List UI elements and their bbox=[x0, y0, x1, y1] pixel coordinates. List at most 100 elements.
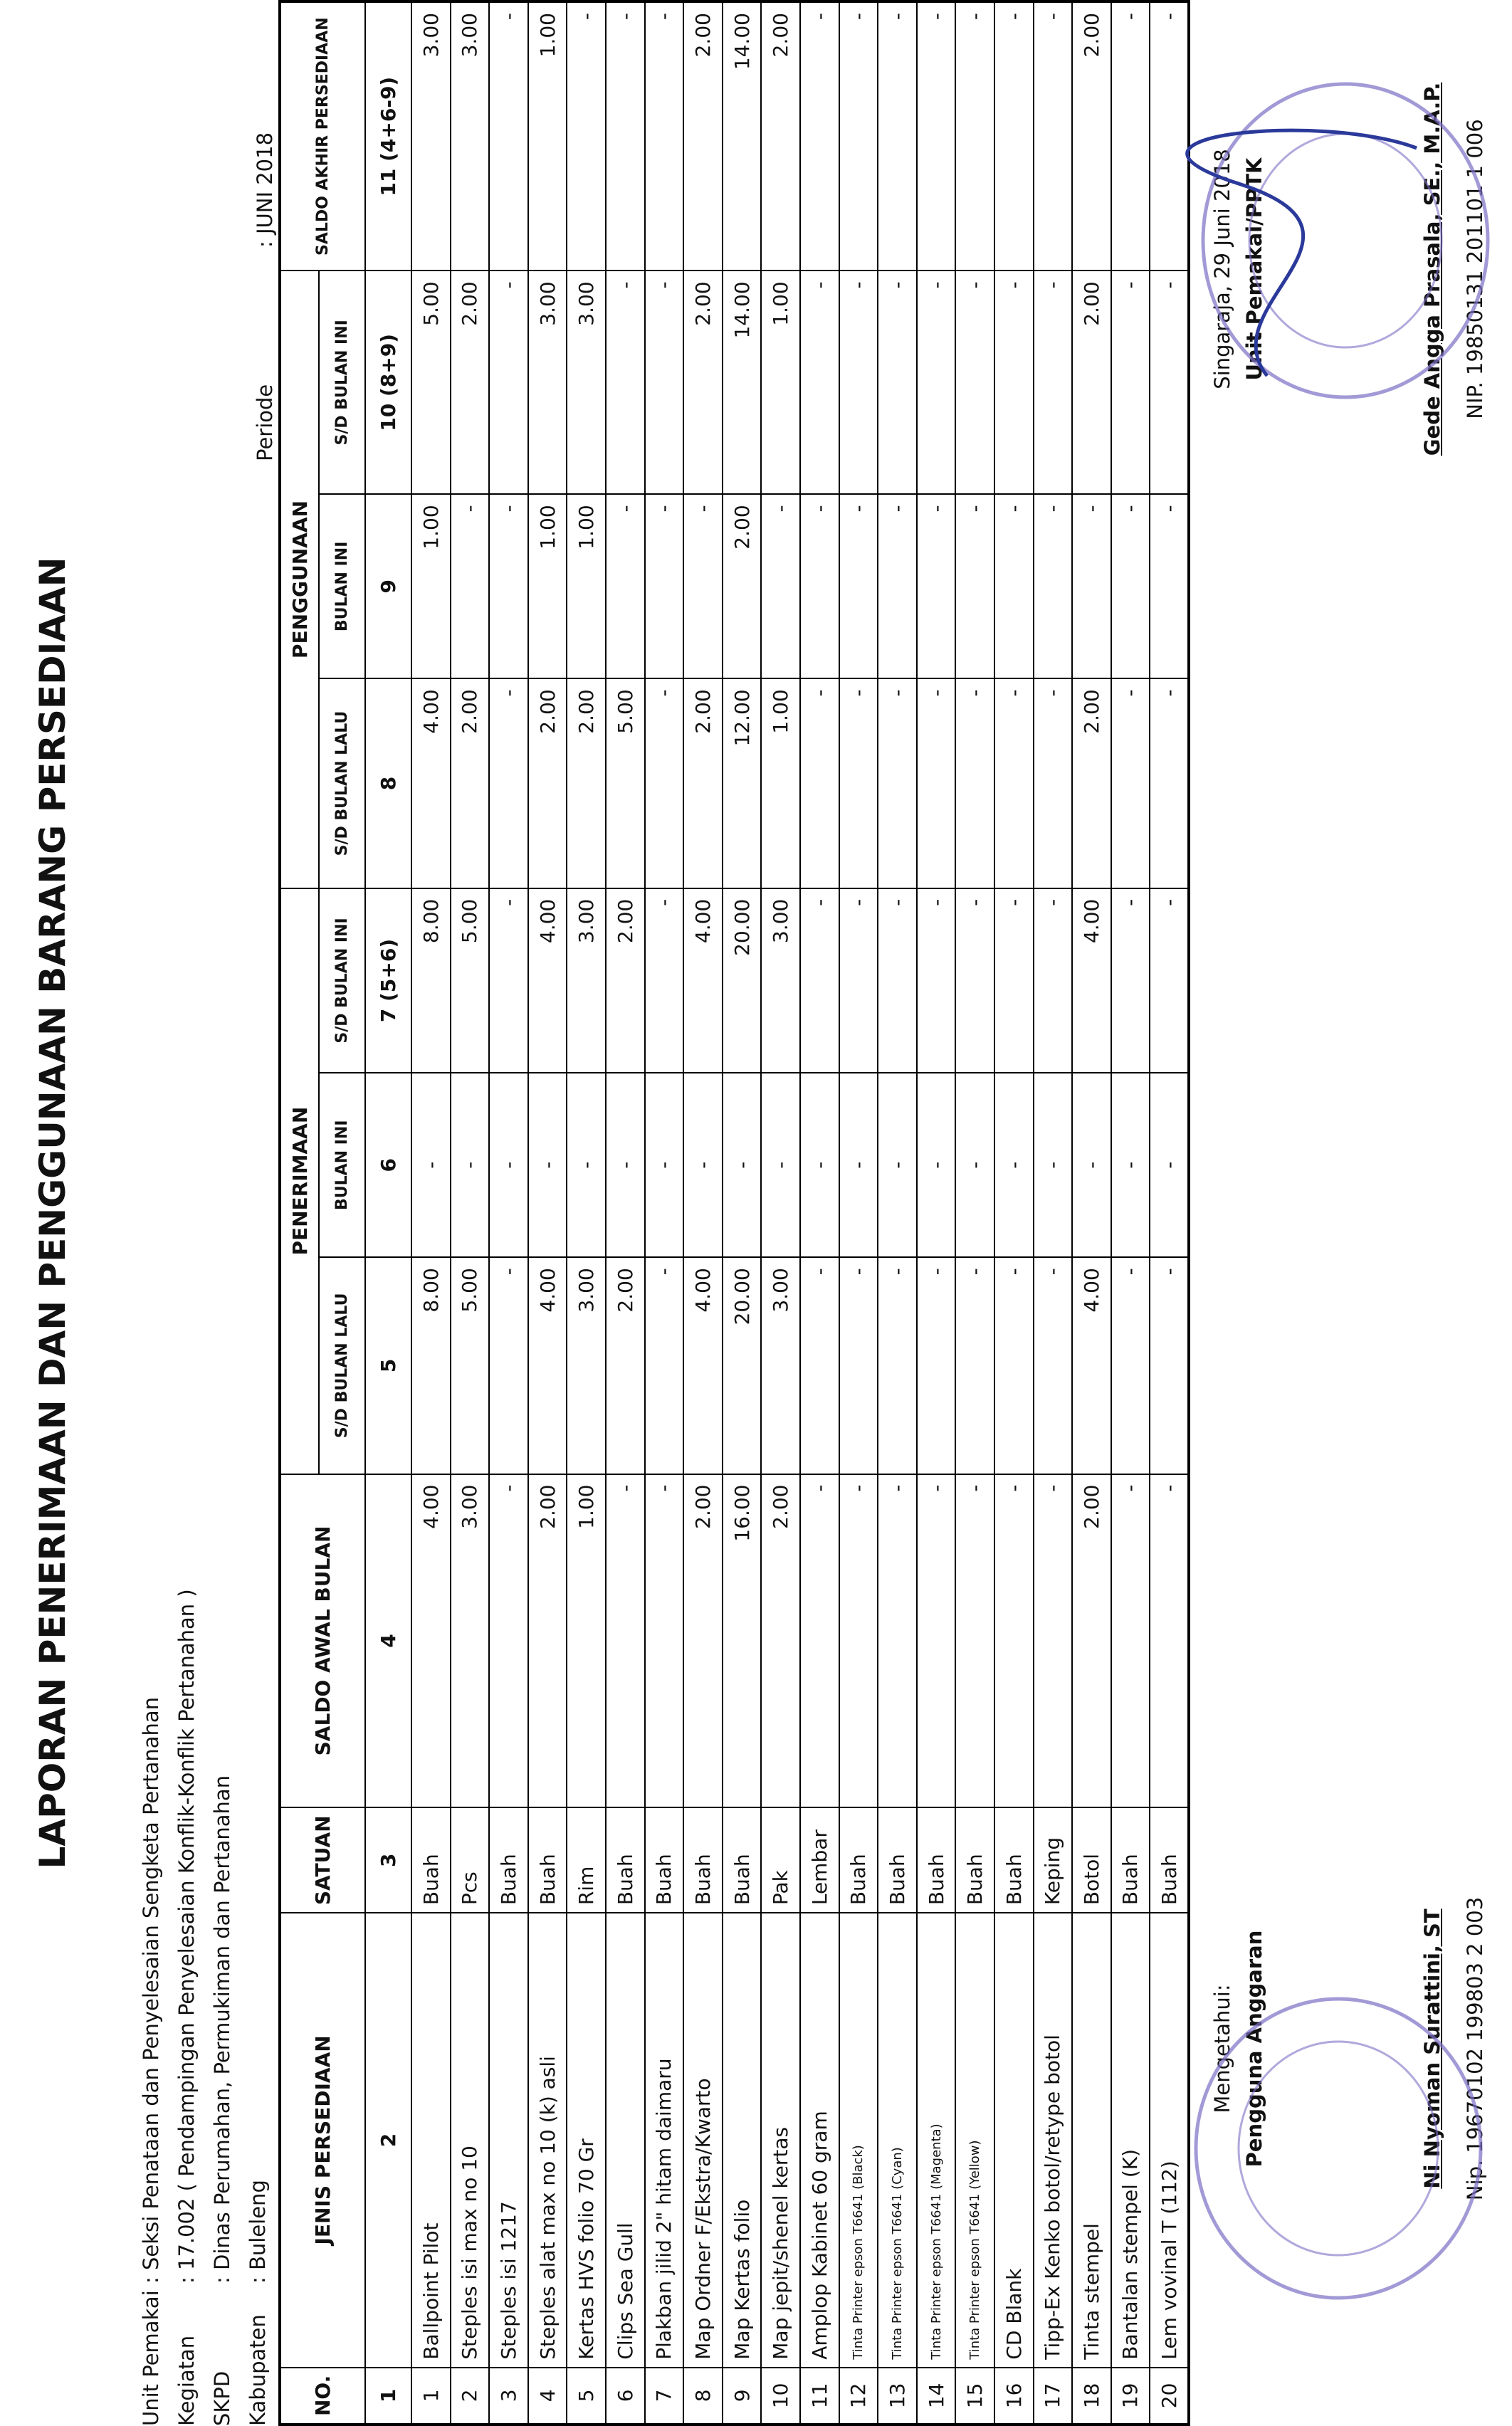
table-row: 3 Steples isi 1217 Buah - - - - - - - - bbox=[489, 1, 528, 2425]
table-row: 16 CD Blank Buah - - - - - - - - bbox=[994, 1, 1034, 2425]
table-cell: - bbox=[1150, 888, 1189, 1073]
table-cell: - bbox=[527, 1073, 567, 1258]
table-cell: - bbox=[878, 494, 917, 679]
table-cell: - bbox=[955, 494, 994, 679]
header-cell: SATUAN bbox=[280, 1807, 365, 1913]
table-cell: - bbox=[1150, 494, 1189, 679]
table-cell: 15 bbox=[955, 2367, 994, 2425]
table-cell: 20.00 bbox=[722, 888, 762, 1073]
header-number: 2 bbox=[365, 1913, 411, 2368]
table-cell: Buah bbox=[489, 1807, 528, 1913]
table-cell: 2.00 bbox=[1072, 1, 1111, 271]
table-cell: 7 bbox=[644, 2367, 684, 2425]
table-cell: 3.00 bbox=[567, 888, 606, 1073]
table-cell: 3.00 bbox=[450, 1474, 490, 1808]
table-cell: Buah bbox=[683, 1807, 723, 1913]
table-cell: - bbox=[644, 494, 684, 679]
table-cell: - bbox=[799, 1, 839, 271]
table-cell: Amplop Kabinet 60 gram bbox=[799, 1913, 839, 2368]
table-row: 6 Clips Sea Gull Buah -2.00-2.00 5.00- - - bbox=[605, 1, 645, 2425]
table-cell: 2.00 bbox=[1072, 678, 1111, 888]
table-cell: - bbox=[916, 1, 956, 271]
table-cell: - bbox=[489, 494, 528, 679]
table-cell: - bbox=[799, 1474, 839, 1808]
table-cell: - bbox=[1111, 1, 1150, 271]
table-cell: 2.00 bbox=[761, 1474, 800, 1808]
table-cell: Buah bbox=[1111, 1807, 1150, 1913]
table-cell: 3 bbox=[489, 2367, 528, 2425]
table-row: 10 Map jepit/shenel kertas Pak 2.00 3.00-3.0… bbox=[761, 1, 800, 2425]
table-cell: Map Ordner F/Ekstra/Kwarto bbox=[683, 1913, 723, 2368]
header-cell: BULAN INI bbox=[319, 1073, 365, 1258]
info-value: : Seksi Penataan dan Penyelesaian Sengke… bbox=[139, 1696, 163, 2284]
table-cell: 14 bbox=[916, 2367, 956, 2425]
table-cell: Buah bbox=[527, 1807, 567, 1913]
table-cell: Tinta Printer epson T6641 (Cyan) bbox=[878, 1913, 917, 2368]
table-row: 15 Tinta Printer epson T6641 (Yellow) Buah… bbox=[955, 1, 994, 2425]
header-cell: NO. bbox=[280, 2367, 365, 2425]
table-cell: 2.00 bbox=[450, 678, 490, 888]
table-cell: 8.00 bbox=[411, 1257, 451, 1474]
table-cell: - bbox=[839, 271, 878, 495]
table-row: 2 Steples isi max no 10 Pcs 3.00 5.00-5.00 2.… bbox=[450, 1, 490, 2425]
header-number: 8 bbox=[365, 678, 411, 888]
table-cell: Plakban jilid 2" hitam daimaru bbox=[644, 1913, 684, 2368]
table-cell: Buah bbox=[644, 1807, 684, 1913]
table-cell: Tinta Printer epson T6641 (Black) bbox=[839, 1913, 878, 2368]
table-cell: - bbox=[1033, 494, 1073, 679]
table-cell: - bbox=[489, 888, 528, 1073]
table-cell: - bbox=[839, 1257, 878, 1474]
table-cell: - bbox=[1111, 678, 1150, 888]
table-row: 4 Steples alat max no 10 (k) asli Buah 2.00… bbox=[527, 1, 567, 2425]
header-cell: PENGGUNAAN bbox=[280, 271, 319, 888]
table-cell: 1 bbox=[411, 2367, 451, 2425]
header-number: 11 (4+6-9) bbox=[365, 1, 411, 271]
table-cell: - bbox=[1150, 678, 1189, 888]
table-cell: Botol bbox=[1072, 1807, 1111, 1913]
header-number: 5 bbox=[365, 1257, 411, 1474]
title: LAPORAN PENERIMAAN DAN PENGGUNAAN BARANG… bbox=[32, 557, 73, 1869]
table-cell: - bbox=[799, 1073, 839, 1258]
table-cell: Clips Sea Gull bbox=[605, 1913, 645, 2368]
info-label: SKPD bbox=[210, 2370, 234, 2426]
table-cell: - bbox=[1150, 1257, 1189, 1474]
header-number: 7 (5+6) bbox=[365, 888, 411, 1073]
inventory-table: NO. JENIS PERSEDIAAN SATUAN SALDO AWAL B… bbox=[278, 0, 1190, 2426]
table-cell: 14.00 bbox=[722, 271, 762, 495]
table-cell: - bbox=[1033, 1474, 1073, 1808]
table-cell: 1.00 bbox=[527, 494, 567, 679]
table-cell: - bbox=[450, 1073, 490, 1258]
table-cell: 17 bbox=[1033, 2367, 1073, 2425]
table-cell: - bbox=[644, 1257, 684, 1474]
table-cell: 3.00 bbox=[761, 888, 800, 1073]
table-cell: - bbox=[1072, 494, 1111, 679]
header-cell: JENIS PERSEDIAAN bbox=[280, 1913, 365, 2368]
table-row: 17 Tipp-Ex Kenko botol/retype botol Keping… bbox=[1033, 1, 1073, 2425]
table-cell: 20.00 bbox=[722, 1257, 762, 1474]
table-row: 19 Bantalan stempel (K) Buah - - - - - - - - bbox=[1111, 1, 1150, 2425]
table-cell: - bbox=[994, 1, 1034, 271]
table-cell: - bbox=[955, 271, 994, 495]
header-number: 9 bbox=[365, 494, 411, 679]
table-cell: Buah bbox=[994, 1807, 1034, 1913]
table-cell: - bbox=[955, 1474, 994, 1808]
table-cell: 12.00 bbox=[722, 678, 762, 888]
table-cell: Buah bbox=[955, 1807, 994, 1913]
table-cell: - bbox=[955, 678, 994, 888]
info-value: : Dinas Perumahan, Permukiman dan Pertan… bbox=[210, 1775, 234, 2284]
table-cell: - bbox=[955, 1073, 994, 1258]
table-cell: 2.00 bbox=[761, 1, 800, 271]
table-cell: - bbox=[839, 1474, 878, 1808]
table-cell: 2.00 bbox=[683, 1474, 723, 1808]
table-cell: - bbox=[722, 1073, 762, 1258]
table-cell: 5.00 bbox=[605, 678, 645, 888]
table-cell: - bbox=[878, 1257, 917, 1474]
table-cell: - bbox=[1150, 1073, 1189, 1258]
info-value: : Buleleng bbox=[246, 2180, 270, 2284]
table-cell: 1.00 bbox=[761, 678, 800, 888]
table-cell: 2.00 bbox=[683, 678, 723, 888]
table-cell: Keping bbox=[1033, 1807, 1073, 1913]
table-cell: Buah bbox=[916, 1807, 956, 1913]
table-cell: 5 bbox=[567, 2367, 606, 2425]
